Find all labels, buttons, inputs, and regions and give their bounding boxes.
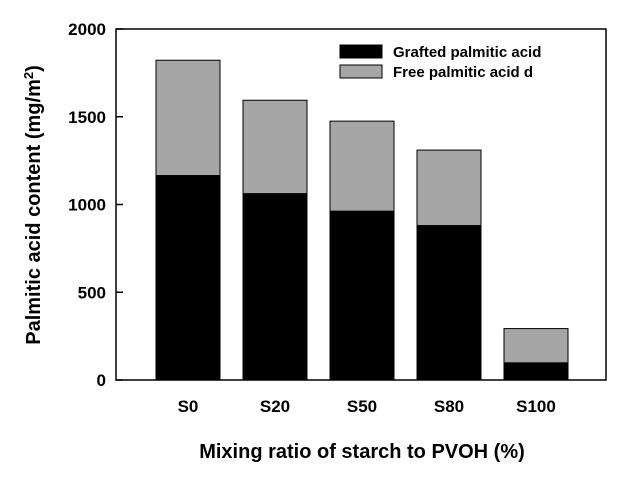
y-axis: 0 500 1000 1500 2000 [68, 20, 123, 390]
legend-label-2: Free palmitic acid d [393, 64, 533, 81]
bar-s80-series-1 [416, 225, 482, 381]
bar-s0-series-2 [155, 59, 221, 177]
bar-s0-series-1 [155, 175, 221, 381]
x-axis: S0 S20 S50 S80 S100 [178, 373, 556, 416]
y-axis-title: Palmitic acid content (mg/m2) [21, 65, 46, 345]
bar-s20-series-1 [242, 193, 308, 381]
bars-layer [155, 59, 569, 381]
bar-s80-series-2 [416, 149, 482, 227]
y-tick-label: 0 [97, 371, 106, 390]
x-tick-label: S20 [260, 397, 290, 416]
bar-s50-series-2 [329, 120, 395, 212]
legend-swatch-2 [339, 64, 383, 79]
y-tick-label: 2000 [68, 20, 106, 39]
y-tick-label: 1500 [68, 108, 106, 127]
legend-label-1: Grafted palmitic acid [393, 44, 541, 61]
x-axis-title: Mixing ratio of starch to PVOH (%) [199, 441, 525, 463]
x-tick-label: S100 [516, 397, 556, 416]
bar-s100-series-2 [503, 328, 569, 364]
x-tick-label: S0 [178, 397, 199, 416]
y-axis-title-close: ) [23, 65, 45, 72]
y-tick-label: 500 [78, 283, 106, 302]
y-tick-label: 1000 [68, 196, 106, 215]
x-tick-label: S50 [347, 397, 377, 416]
y-axis-title-main: Palmitic acid content (mg/m [23, 79, 45, 345]
legend: Grafted palmitic acid Free palmitic acid … [339, 44, 541, 81]
legend-swatch-1 [339, 44, 383, 59]
x-tick-label: S80 [434, 397, 464, 416]
bar-s20-series-2 [242, 99, 308, 195]
y-axis-title-superscript: 2 [21, 72, 36, 79]
bar-s50-series-1 [329, 210, 395, 381]
